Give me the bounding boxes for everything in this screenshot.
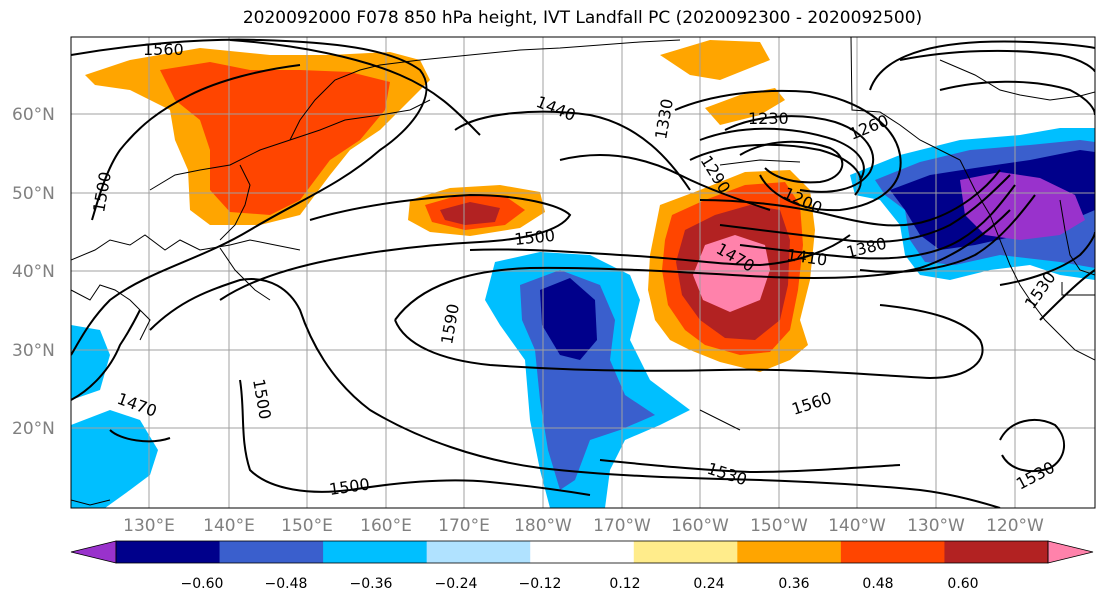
colorbar-tick-label: 0.24 [693,576,724,592]
gridlines [71,37,1095,508]
lat-label: 50°N [12,184,55,204]
lon-label: 140°W [828,516,886,536]
colorbar-tick-labels: −0.60 −0.48 −0.36 −0.24 −0.12 0.12 0.24 … [181,576,979,592]
lat-label: 40°N [12,262,55,282]
lon-label: 150°E [281,516,333,536]
colorbar-tick-label: −0.60 [181,576,224,592]
lon-label: 120°W [986,516,1044,536]
colorbar-tick-label: −0.48 [265,576,308,592]
colorbar-segment [840,541,945,563]
lat-label: 60°N [12,105,55,125]
colorbar-segment [219,541,324,563]
colorbar-tick-label: −0.24 [435,576,478,592]
colorbar-tick-label: −0.12 [519,576,562,592]
height-contours [71,38,1095,508]
map-frame [70,36,1096,509]
coastlines [71,37,1095,506]
colorbar-segment [323,541,428,563]
lon-label: 160°E [360,516,412,536]
colorbar-tick-label: 0.12 [609,576,640,592]
latitude-labels: 60°N 50°N 40°N 30°N 20°N [12,105,55,439]
lon-label: 170°W [593,516,651,536]
lon-label: 150°W [750,516,808,536]
lon-label: 140°E [203,516,255,536]
colorbar-segment [530,541,635,563]
colorbar-frame [115,540,1049,564]
colorbar-tick-label: 0.36 [778,576,809,592]
lon-label: 170°E [438,516,490,536]
colorbar-extend-min [70,540,117,564]
lon-label: 130°E [123,516,175,536]
negative-ivt-shading [71,128,1095,508]
contour-label: 1560 [143,40,184,59]
colorbar-segment [633,541,738,563]
map-area: 1560 1440 1330 1230 1260 1500 1290 1200 … [71,37,1095,508]
colorbar-tick-label: 0.60 [947,576,978,592]
lon-label: 130°W [907,516,965,536]
lat-label: 30°N [12,341,55,361]
contour-label: 1230 [748,109,789,128]
lon-label: 180°W [514,516,572,536]
colorbar-segment [116,541,221,563]
colorbar-extend-max [1047,540,1094,564]
colorbar [70,540,1094,564]
colorbar-segment [426,541,531,563]
longitude-labels: 130°E 140°E 150°E 160°E 170°E 180°W 170°… [123,516,1044,536]
colorbar-segment [944,541,1049,563]
lon-label: 160°W [671,516,729,536]
colorbar-tick-label: −0.36 [350,576,393,592]
colorbar-segment [737,541,842,563]
map-title: 2020092000 F078 850 hPa height, IVT Land… [242,8,923,28]
colorbar-tick-label: 0.48 [862,576,893,592]
lat-label: 20°N [12,419,55,439]
contour-label: 1500 [513,226,555,249]
